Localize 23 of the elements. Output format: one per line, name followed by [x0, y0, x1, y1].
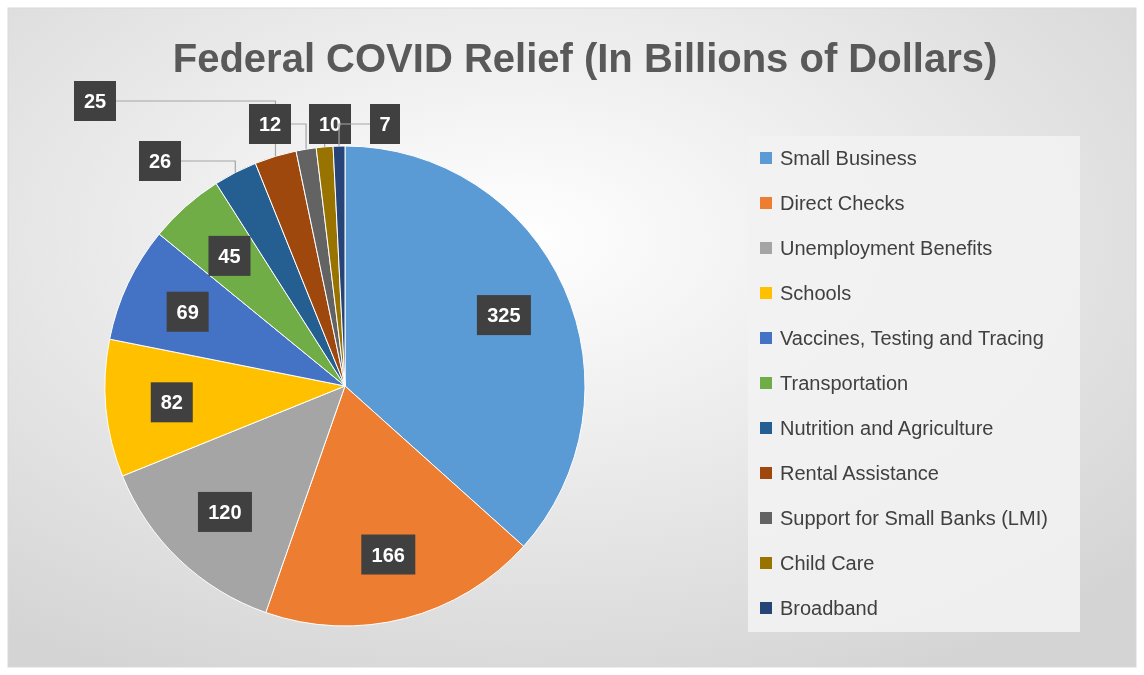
legend-label: Direct Checks — [780, 192, 905, 214]
data-label: 69 — [176, 300, 199, 323]
data-label: 7 — [379, 113, 391, 135]
legend-label: Rental Assistance — [780, 462, 939, 484]
legend-label: Vaccines, Testing and Tracing — [780, 327, 1044, 349]
legend-label: Transportation — [780, 372, 909, 394]
data-label: 82 — [160, 391, 183, 414]
data-label: 325 — [487, 304, 521, 327]
legend-label: Support for Small Banks (LMI) — [780, 507, 1048, 529]
data-label: 12 — [258, 113, 282, 135]
legend-label: Nutrition and Agriculture — [780, 417, 994, 439]
legend-label: Small Business — [780, 147, 917, 169]
data-label: 45 — [218, 244, 241, 267]
legend-label: Broadband — [780, 597, 878, 619]
data-label: 120 — [208, 500, 242, 523]
legend-label: Schools — [780, 282, 852, 304]
data-label: 166 — [371, 543, 405, 566]
chart-title: Federal COVID Relief (In Billions of Dollars) — [172, 36, 998, 80]
data-label: 10 — [318, 113, 342, 135]
data-label: 25 — [83, 90, 107, 112]
data-label: 26 — [148, 150, 172, 172]
legend-label: Unemployment Benefits — [780, 237, 993, 259]
legend-label: Child Care — [780, 552, 875, 574]
